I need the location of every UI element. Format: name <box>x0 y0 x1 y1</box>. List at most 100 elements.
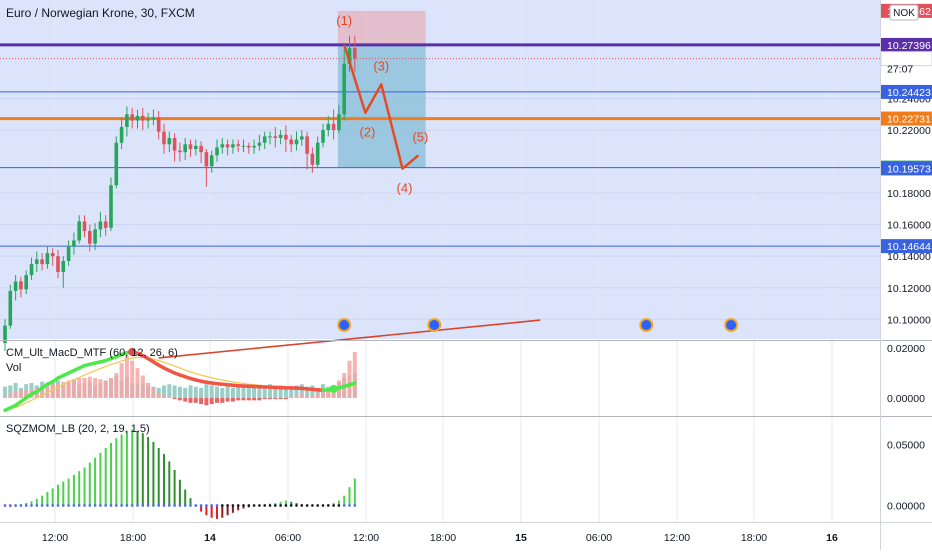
squeeze-dot <box>354 504 357 507</box>
squeeze-dot <box>301 504 304 507</box>
squeeze-dot <box>348 504 351 507</box>
time-tick-label: 12:00 <box>664 532 690 544</box>
candle-body <box>194 146 198 149</box>
candle-body <box>51 253 55 256</box>
price-tick-label: 10.10000 <box>887 314 931 326</box>
currency-badge-label: NOK <box>893 8 915 19</box>
symbol-title[interactable]: Euro / Norwegian Krone, 30, FXCM <box>6 6 195 20</box>
bar-countdown: 27:07 <box>887 64 913 76</box>
candle-body <box>9 291 13 326</box>
squeeze-dot <box>184 504 187 507</box>
candle-body <box>141 116 145 121</box>
candle-body <box>173 138 177 151</box>
macd-histogram-bar <box>316 393 320 398</box>
candle-body <box>130 114 134 120</box>
candle-body <box>332 124 336 130</box>
candle-body <box>136 116 140 121</box>
sqz-tick-label: 0.05000 <box>887 439 925 451</box>
candle-body <box>321 130 325 143</box>
price-tick-label: 10.22000 <box>887 125 931 137</box>
squeeze-dot <box>311 504 314 507</box>
time-tick-label: 18:00 <box>741 532 767 544</box>
volume-bar <box>183 388 187 398</box>
macd-histogram-bar <box>130 361 134 398</box>
squeeze-dot <box>83 504 86 507</box>
macd-histogram-bar <box>226 398 230 402</box>
squeeze-dot <box>189 504 192 507</box>
volume-bar <box>173 385 177 397</box>
macd-histogram-bar <box>204 398 208 405</box>
squeeze-dot <box>99 504 102 507</box>
macd-histogram-bar <box>104 380 108 397</box>
macd-histogram-bar <box>210 398 214 404</box>
price-tick-label: 10.12000 <box>887 283 931 295</box>
candle-body <box>56 256 60 272</box>
candle-body <box>120 127 124 143</box>
squeeze-dot <box>168 504 171 507</box>
volume-bar <box>220 388 224 398</box>
macd-histogram-bar <box>183 398 187 402</box>
price-tag-label: 10.22731 <box>887 114 931 126</box>
sqz-tick-label: 0.00000 <box>887 500 925 512</box>
candle-body <box>77 222 81 241</box>
candle-body <box>46 253 50 264</box>
volume-indicator-title[interactable]: Vol <box>6 362 21 374</box>
candle-body <box>178 151 182 153</box>
time-tick-label: 18:00 <box>120 532 146 544</box>
volume-bar <box>178 387 182 398</box>
macd-histogram-bar <box>141 376 145 398</box>
macd-histogram-bar <box>252 398 256 400</box>
price-tick-label: 10.18000 <box>887 188 931 200</box>
squeeze-dot <box>157 504 160 507</box>
macd-histogram-bar <box>194 398 198 403</box>
macd-histogram-bar <box>14 392 18 398</box>
time-tick-label: 18:00 <box>430 532 456 544</box>
candle-body <box>295 140 299 145</box>
time-tick-label: 14 <box>204 532 216 544</box>
squeeze-dot <box>30 504 33 507</box>
macd-histogram-bar <box>295 395 299 397</box>
candle-body <box>279 135 283 138</box>
macd-histogram-bar <box>348 361 352 398</box>
candle-body <box>289 140 293 145</box>
squeeze-dot <box>4 504 7 507</box>
squeeze-dot <box>104 504 107 507</box>
squeeze-dot <box>232 504 235 507</box>
candle-body <box>242 146 246 147</box>
macd-histogram-bar <box>109 378 113 398</box>
time-tick-label: 12:00 <box>353 532 379 544</box>
squeeze-dot <box>269 504 272 507</box>
macd-histogram-bar <box>189 398 193 403</box>
squeeze-dot <box>14 504 17 507</box>
candle-body <box>146 119 150 121</box>
candle-body <box>168 138 172 144</box>
macd-histogram-bar <box>300 394 304 398</box>
squeeze-dot <box>57 504 60 507</box>
volume-bar <box>231 388 235 398</box>
squeeze-dot <box>274 504 277 507</box>
macd-histogram-bar <box>305 395 309 397</box>
macd-histogram-bar <box>242 398 246 400</box>
macd-histogram-bar <box>279 398 283 399</box>
macd-histogram-bar <box>268 398 272 399</box>
macd-histogram-bar <box>114 373 118 398</box>
volume-bar <box>204 384 208 398</box>
squeeze-dot <box>25 504 28 507</box>
macd-histogram-bar <box>215 398 219 403</box>
volume-bar <box>252 388 256 398</box>
squeeze-indicator-title[interactable]: SQZMOM_LB (20, 2, 19, 1.5) <box>6 423 150 435</box>
price-axis[interactable]: 10.1000010.1200010.1400010.1600010.18000… <box>881 4 932 513</box>
candle-body <box>72 240 76 246</box>
squeeze-dot <box>290 504 293 507</box>
volume-bar <box>167 384 171 398</box>
macd-indicator-title[interactable]: CM_Ult_MacD_MTF (60, 12, 26, 6) <box>6 347 178 359</box>
candle-body <box>236 144 240 146</box>
squeeze-dot <box>332 504 335 507</box>
squeeze-dot <box>120 504 123 507</box>
wave-label: (5) <box>412 129 428 144</box>
wave-label: (2) <box>359 125 375 140</box>
squeeze-dot <box>73 504 76 507</box>
candle-body <box>252 146 256 148</box>
